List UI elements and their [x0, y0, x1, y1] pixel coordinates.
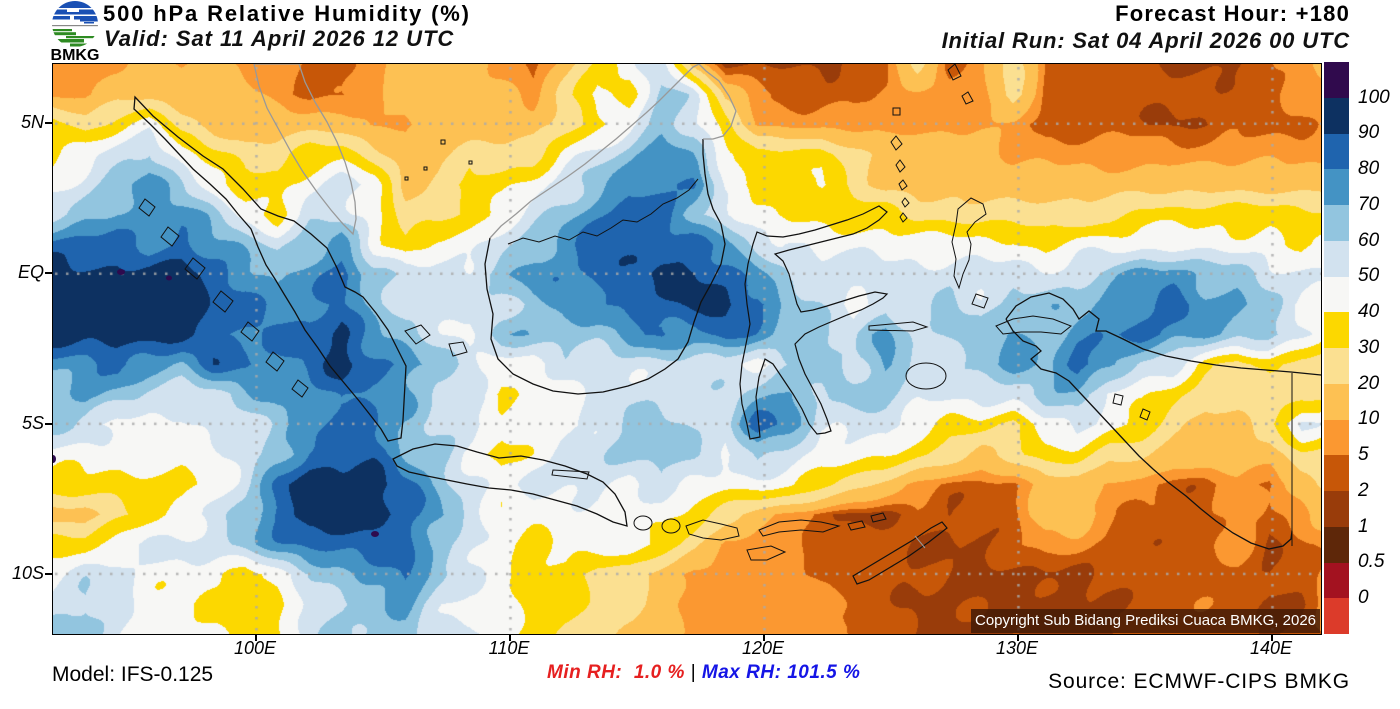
svg-text:BMKG: BMKG	[51, 47, 100, 62]
